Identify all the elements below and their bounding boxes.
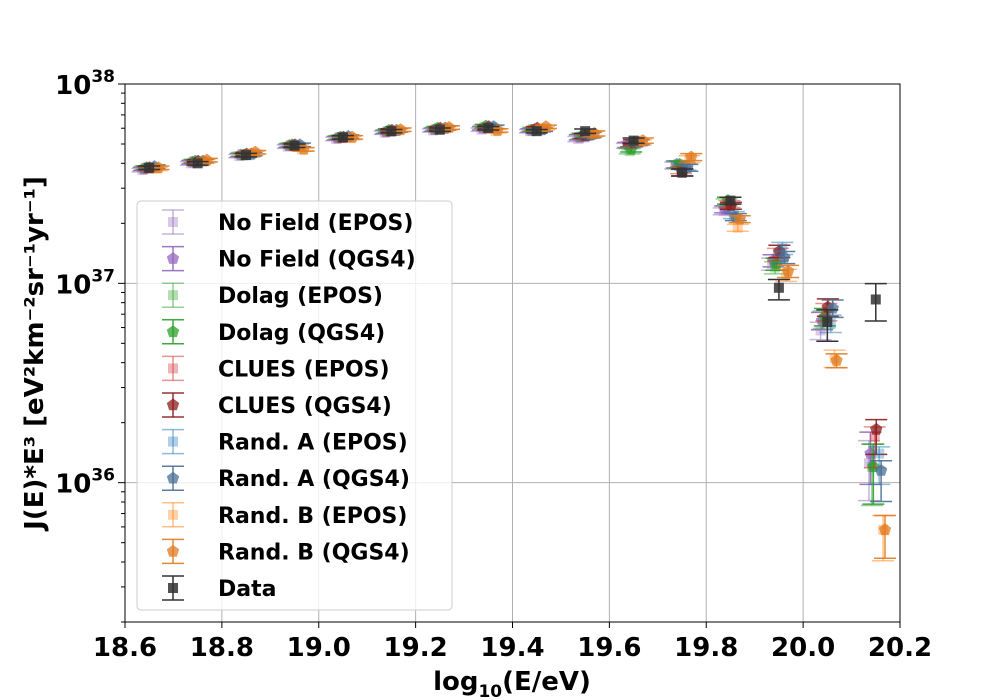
x-axis-label: log10(E/eV) <box>433 667 591 700</box>
data-point <box>531 126 542 137</box>
legend-label: Dolag (QGS4) <box>218 321 385 346</box>
x-axis-label-rest: (E/eV) <box>502 667 591 697</box>
data-point <box>685 150 698 163</box>
x-tick-label: 20.2 <box>868 633 932 663</box>
legend-marker <box>166 398 180 411</box>
legend-label: Dolag (EPOS) <box>218 284 383 309</box>
x-tick-label: 19.4 <box>480 633 544 663</box>
x-tick-label: 18.8 <box>190 633 254 663</box>
legend-marker <box>168 436 178 447</box>
x-tick-label: 19.2 <box>384 633 448 663</box>
data-point <box>870 422 883 435</box>
data-point <box>192 158 203 169</box>
x-axis-label-sub: 10 <box>478 682 502 700</box>
data-point <box>200 153 213 166</box>
y-tick-exponent: 37 <box>91 266 115 286</box>
legend-marker <box>166 252 180 264</box>
data-point <box>773 282 784 293</box>
legend-marker <box>168 290 178 301</box>
data-point <box>249 145 262 158</box>
data-point <box>874 448 885 459</box>
legend-marker <box>166 471 180 484</box>
data-point <box>830 354 843 366</box>
data-point <box>297 142 310 155</box>
y-tick-exponent: 38 <box>91 67 115 87</box>
y-tick-label: 1038 <box>55 67 115 101</box>
legend-marker <box>166 325 180 338</box>
data-point <box>864 458 874 469</box>
x-tick-label: 19.8 <box>674 633 738 663</box>
data-point <box>483 123 494 134</box>
data-point <box>733 212 746 225</box>
x-axis-label-main: log <box>433 667 478 697</box>
x-tick-label: 18.6 <box>93 633 157 663</box>
data-point <box>777 243 788 254</box>
data-point <box>628 135 639 146</box>
data-point <box>386 126 397 137</box>
data-point <box>434 124 445 135</box>
legend: No Field (EPOS) No Field (QGS4) Dolag (EPO… <box>136 200 453 611</box>
data-point <box>442 121 456 133</box>
data-point <box>677 167 688 178</box>
legend-marker <box>168 217 178 227</box>
data-point <box>241 150 252 161</box>
y-axis-label: J(E)*E³ [eV²km⁻²sr⁻¹yr⁻¹] <box>20 176 50 532</box>
legend-marker <box>166 544 180 557</box>
data-point <box>822 316 833 327</box>
legend-label: CLUES (EPOS) <box>218 357 390 382</box>
legend-label: No Field (QGS4) <box>218 248 416 273</box>
x-tick-label: 19.6 <box>577 633 641 663</box>
data-point <box>725 195 736 206</box>
data-point <box>732 222 743 233</box>
data-point <box>870 294 881 305</box>
legend-marker <box>168 509 178 520</box>
y-tick-label: 1036 <box>55 466 115 500</box>
legend-marker <box>168 583 178 593</box>
data-point <box>580 126 591 137</box>
data-points <box>131 119 896 562</box>
data-point <box>144 162 155 173</box>
legend-marker <box>168 363 178 374</box>
legend-label: Data <box>218 577 276 602</box>
data-point <box>878 523 892 536</box>
x-tick-label: 20.0 <box>771 633 835 663</box>
y-tick-exponent: 36 <box>91 466 115 486</box>
legend-label: CLUES (QGS4) <box>218 394 392 419</box>
y-tick-base: 10 <box>55 71 91 101</box>
x-axis: 18.6 18.8 19.0 19.2 19.4 19.6 19.8 20.0 20.2 <box>93 622 932 663</box>
series-data <box>138 123 887 343</box>
data-point <box>781 264 795 277</box>
data-point <box>778 250 791 263</box>
data-point <box>337 132 348 143</box>
x-tick-label: 19.0 <box>287 633 351 663</box>
data-point <box>869 431 880 442</box>
y-tick-label: 1037 <box>55 266 115 300</box>
y-tick-base: 10 <box>55 470 91 500</box>
legend-label: Rand. A (EPOS) <box>218 431 408 456</box>
legend-label: Rand. B (QGS4) <box>218 540 410 565</box>
legend-label: Rand. A (QGS4) <box>218 467 410 492</box>
data-point <box>289 140 300 151</box>
legend-label: No Field (EPOS) <box>218 211 413 236</box>
legend-label: Rand. B (EPOS) <box>218 504 407 529</box>
legend-frame <box>136 200 453 611</box>
y-tick-base: 10 <box>55 270 91 300</box>
data-point <box>874 464 888 476</box>
